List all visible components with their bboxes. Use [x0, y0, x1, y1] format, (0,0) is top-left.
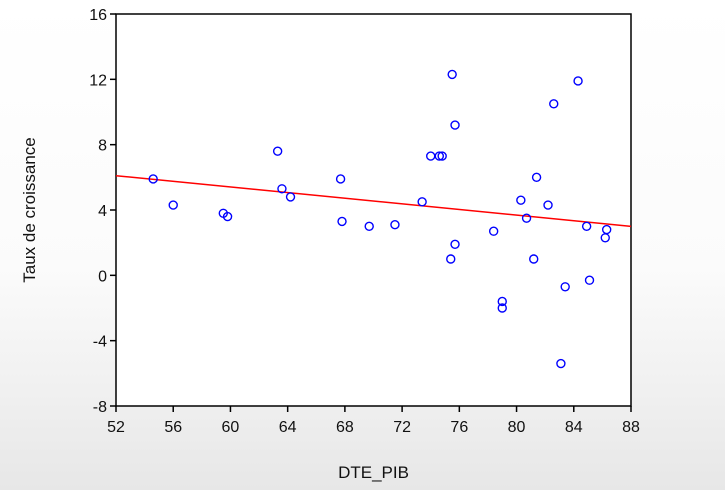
scatter-points [148, 69, 612, 369]
y-tick-label: 8 [98, 138, 107, 155]
data-point [168, 200, 178, 210]
x-axis-title: DTE_PIB [338, 463, 409, 482]
data-point [434, 151, 445, 161]
y-tick-label: 4 [98, 203, 107, 220]
data-point [437, 151, 447, 161]
data-point [277, 184, 287, 194]
data-point [488, 226, 499, 236]
x-tick-label: 88 [622, 419, 640, 436]
data-point [529, 254, 539, 264]
data-point [417, 197, 427, 207]
data-point [222, 211, 233, 222]
x-tick-label: 64 [279, 419, 297, 436]
y-tick-label: 12 [89, 72, 107, 89]
data-point [447, 69, 457, 80]
data-point [516, 195, 526, 205]
data-point [531, 172, 542, 183]
data-point [584, 275, 595, 285]
data-point [272, 146, 283, 156]
data-point [285, 192, 296, 202]
x-axis: 52 56 60 64 68 72 76 80 84 88 [107, 406, 640, 436]
regression-line-group [115, 174, 632, 228]
x-tick-label: 68 [336, 419, 354, 436]
data-point [450, 239, 460, 250]
y-tick-label: 16 [89, 7, 107, 24]
data-point [335, 174, 346, 184]
x-tick-label: 76 [450, 419, 468, 436]
y-tick-label: -4 [93, 334, 107, 351]
data-point [497, 303, 507, 313]
plot-area [115, 13, 632, 407]
data-point [148, 174, 158, 184]
data-point [446, 254, 456, 264]
x-tick-label: 52 [107, 419, 125, 436]
x-tick-label: 72 [393, 419, 411, 436]
x-tick-label: 56 [164, 419, 182, 436]
x-tick-label: 84 [565, 419, 583, 436]
data-point [497, 296, 507, 307]
data-point [549, 99, 559, 109]
y-axis: -8 -4 0 4 8 12 16 [89, 7, 116, 416]
y-tick-label: 0 [98, 268, 107, 285]
data-point [390, 219, 400, 230]
data-point [450, 120, 460, 130]
y-axis-title: Taux de croissance [20, 137, 39, 283]
x-tick-label: 60 [222, 419, 240, 436]
data-point [337, 216, 347, 227]
x-tick-label: 80 [508, 419, 526, 436]
data-point [601, 224, 612, 235]
data-point [556, 358, 566, 369]
data-point [573, 76, 583, 86]
data-point [560, 282, 570, 292]
data-point [521, 213, 532, 223]
data-point [364, 221, 374, 232]
data-point [581, 221, 592, 232]
data-point [543, 200, 553, 210]
regression-line [115, 174, 632, 228]
y-tick-label: -8 [93, 399, 107, 416]
